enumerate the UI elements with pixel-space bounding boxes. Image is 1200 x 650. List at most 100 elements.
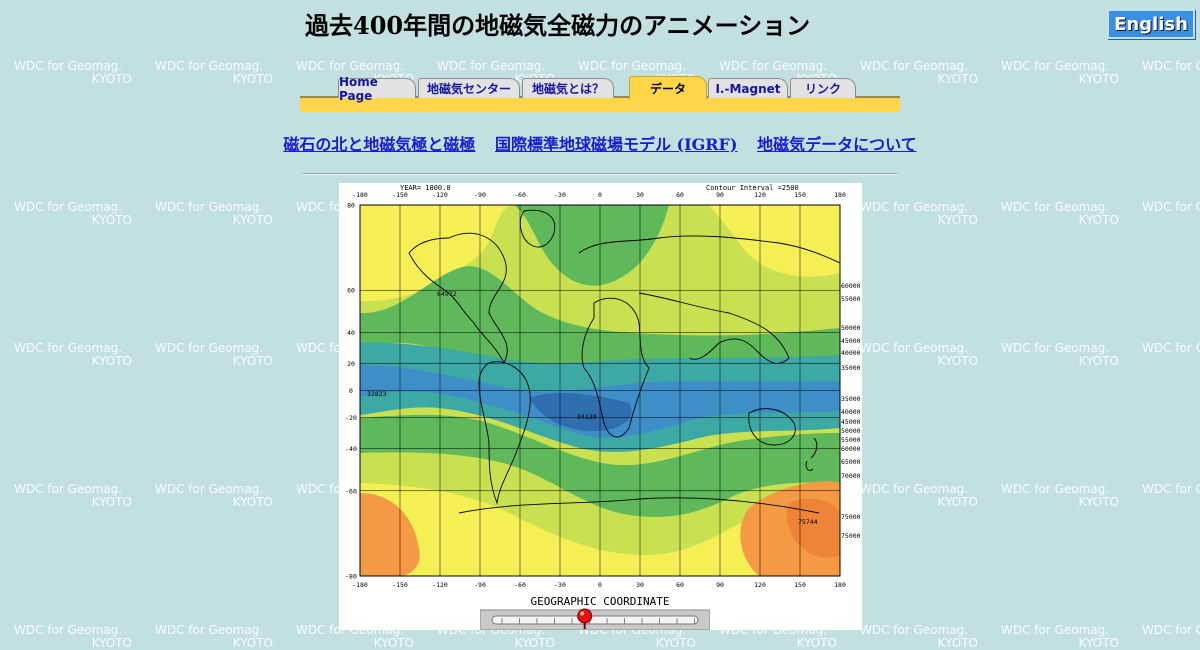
y-tick-label: 20	[347, 360, 355, 368]
watermark-line2: KYOTO	[1078, 213, 1119, 227]
field-map: -180 -150 -120 -90 -60 -30 0 30 60 90 120 150 180 -1…	[345, 184, 861, 608]
contour-value-label: 50000	[841, 324, 861, 332]
watermark-line1: WDC for Geomag.	[860, 623, 969, 637]
x-tick-label: 60	[676, 191, 684, 199]
watermark-line1: WDC for Geomag.	[860, 200, 969, 214]
y-tick-label: -20	[345, 414, 357, 422]
x-tick-label: 180	[834, 191, 846, 199]
link-magnetic-north[interactable]: 磁石の北と地磁気極と磁極	[283, 135, 476, 154]
contour-value-labels: 6000055000500004500040000350003500040000…	[841, 282, 861, 540]
y-tick-label: 80	[347, 202, 355, 210]
watermark-line2: KYOTO	[373, 636, 414, 650]
contour-value-label: 55000	[841, 295, 861, 303]
watermark-line2: KYOTO	[1078, 72, 1119, 86]
watermark-line1: WDC for Geomag.	[1142, 341, 1200, 355]
tab-i-magnet[interactable]: I.-Magnet	[708, 78, 788, 98]
coordinate-system-label: GEOGRAPHIC COORDINATE	[530, 595, 669, 608]
x-tick-label: -60	[514, 581, 526, 589]
watermark-text: WDC for Geomag.KYOTO	[14, 483, 144, 509]
point-value-labels: 64972 32823 34139 75744	[367, 290, 818, 526]
watermark-line1: WDC for Geomag.	[1001, 623, 1110, 637]
contour-value-label: 35000	[841, 395, 861, 403]
watermark-text: WDC for Geomag.KYOTO	[1142, 201, 1200, 227]
page-title: 過去400年間の地磁気全磁力のアニメーション	[305, 11, 811, 40]
watermark-line2: KYOTO	[91, 636, 132, 650]
watermark-text: WDC for Geomag.KYOTO	[1142, 483, 1200, 509]
tab-links[interactable]: リンク	[790, 78, 856, 98]
watermark-text: WDC for Geomag.KYOTO	[1142, 342, 1200, 368]
watermark-text: WDC for Geomag.KYOTO	[1001, 342, 1131, 368]
contour-value-label: 65000	[841, 458, 861, 466]
tab-data[interactable]: データ	[629, 76, 707, 100]
point-value-label: 32823	[367, 390, 387, 398]
watermark-line2: KYOTO	[232, 636, 273, 650]
contour-value-label: 55000	[841, 436, 861, 444]
x-tick-label: 120	[754, 581, 766, 589]
watermark-line1: WDC for Geomag.	[1001, 200, 1110, 214]
watermark-line1: WDC for Geomag.	[14, 482, 123, 496]
x-tick-label: 120	[754, 191, 766, 199]
x-tick-label: 90	[716, 191, 724, 199]
x-tick-label: -90	[474, 191, 486, 199]
watermark-line2: KYOTO	[1078, 495, 1119, 509]
watermark-text: WDC for Geomag.KYOTO	[1142, 624, 1200, 650]
contour-value-label: 60000	[841, 445, 861, 453]
contour-value-label: 40000	[841, 349, 861, 357]
watermark-text: WDC for Geomag.KYOTO	[1001, 483, 1131, 509]
watermark-line1: WDC for Geomag.	[437, 59, 546, 73]
contour-interval-label: Contour Interval =2500	[706, 184, 799, 192]
watermark-text: WDC for Geomag.KYOTO	[14, 342, 144, 368]
watermark-line2: KYOTO	[1142, 73, 1200, 86]
slider-knob[interactable]	[577, 608, 593, 629]
watermark-line1: WDC for Geomag.	[1001, 59, 1110, 73]
watermark-text: WDC for Geomag.KYOTO	[155, 624, 285, 650]
tab-what-is-geomag[interactable]: 地磁気とは？	[522, 78, 614, 98]
watermark-line2: KYOTO	[1142, 355, 1200, 368]
watermark-text: WDC for Geomag.KYOTO	[155, 342, 285, 368]
coastlines	[408, 209, 840, 514]
watermark-line1: WDC for Geomag.	[14, 341, 123, 355]
tab-bar: Home Page 地磁気センター 地磁気とは？ データ I.-Magnet リ…	[300, 75, 900, 112]
watermark-line2: KYOTO	[1078, 354, 1119, 368]
watermark-line1: WDC for Geomag.	[860, 341, 969, 355]
watermark-line1: WDC for Geomag.	[1142, 59, 1200, 73]
watermark-line1: WDC for Geomag.	[1142, 200, 1200, 214]
watermark-line1: WDC for Geomag.	[296, 59, 405, 73]
point-value-label: 64972	[437, 290, 457, 298]
watermark-line1: WDC for Geomag.	[14, 59, 123, 73]
watermark-text: WDC for Geomag.KYOTO	[860, 624, 990, 650]
watermark-line1: WDC for Geomag.	[860, 59, 969, 73]
x-tick-label: -90	[474, 581, 486, 589]
watermark-line2: KYOTO	[1142, 637, 1200, 650]
contour-value-label: 45000	[841, 337, 861, 345]
tab-home-page[interactable]: Home Page	[338, 75, 416, 103]
year-slider[interactable]	[480, 607, 710, 630]
y-tick-label: -80	[345, 573, 357, 581]
y-tick-label: 60	[347, 287, 355, 295]
x-tick-label: 30	[636, 581, 644, 589]
watermark-line2: KYOTO	[937, 636, 978, 650]
watermark-text: WDC for Geomag.KYOTO	[1001, 201, 1131, 227]
tab-geomag-center[interactable]: 地磁気センター	[418, 78, 520, 98]
contour-value-label: 40000	[841, 408, 861, 416]
x-ticks-bottom: -180 -150 -120 -90 -60 -30 0 30 60 90 120 150 180	[352, 581, 846, 589]
watermark-line2: KYOTO	[232, 354, 273, 368]
watermark-line2: KYOTO	[1142, 496, 1200, 509]
contour-value-label: 50000	[841, 427, 861, 435]
x-tick-label: -60	[514, 191, 526, 199]
watermark-line1: WDC for Geomag.	[155, 341, 264, 355]
english-button[interactable]: English	[1107, 9, 1195, 39]
watermark-line1: WDC for Geomag.	[14, 200, 123, 214]
x-ticks-top: -180 -150 -120 -90 -60 -30 0 30 60 90 120 150 180	[352, 191, 846, 199]
contour-field	[360, 205, 840, 576]
link-geomag-data[interactable]: 地磁気データについて	[757, 135, 917, 154]
watermark-line2: KYOTO	[91, 354, 132, 368]
sub-nav: 磁石の北と地磁気極と磁極 国際標準地球磁場モデル (IGRF) 地磁気データにつ…	[0, 131, 1200, 155]
link-igrf[interactable]: 国際標準地球磁場モデル (IGRF)	[494, 135, 738, 154]
y-tick-label: -60	[345, 487, 357, 495]
watermark-line1: WDC for Geomag.	[1142, 623, 1200, 637]
watermark-text: WDC for Geomag.KYOTO	[14, 201, 144, 227]
watermark-line2: KYOTO	[937, 354, 978, 368]
watermark-line2: KYOTO	[232, 213, 273, 227]
contour-value-label: 45000	[841, 418, 861, 426]
